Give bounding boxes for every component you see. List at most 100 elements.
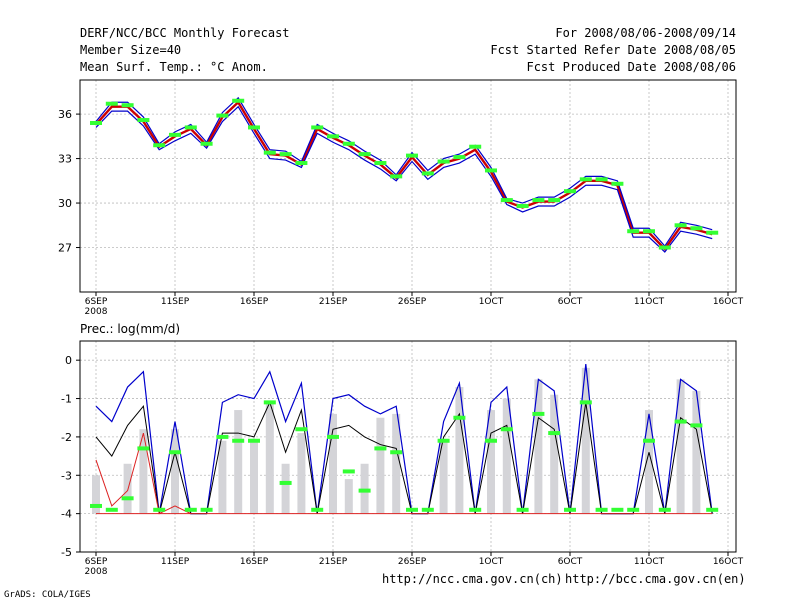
temp-xtick-label: 6OCT <box>558 297 583 307</box>
temp-obs-marker <box>611 181 624 186</box>
temp-obs-marker <box>532 198 545 203</box>
prec-obs-marker <box>421 507 434 512</box>
prec-bar <box>676 379 685 514</box>
temp-ytick-label: 36 <box>58 108 72 121</box>
temp-obs-marker <box>311 125 324 130</box>
prec-obs-marker <box>690 423 703 428</box>
temp-obs-marker <box>105 101 118 106</box>
prec-bar <box>692 390 701 514</box>
temp-obs-marker <box>627 229 640 234</box>
prec-bar <box>265 402 274 514</box>
prec-obs-marker <box>469 507 482 512</box>
prec-obs-marker <box>548 431 561 436</box>
temp-obs-marker <box>169 132 181 137</box>
prec-obs-marker <box>184 507 197 512</box>
prec-bar <box>139 429 148 514</box>
temp-xtick-label: 6SEP <box>85 297 108 307</box>
prec-ytick-label: -3 <box>61 469 72 482</box>
temp-series-line <box>95 101 713 250</box>
prec-xtick-label: 6SEP <box>85 557 108 567</box>
prec-xtick-label: 11SEP <box>161 557 190 567</box>
temp-obs-marker <box>706 230 719 235</box>
prec-obs-marker <box>279 480 292 485</box>
temp-obs-marker <box>342 141 355 146</box>
prec-obs-marker <box>137 446 150 451</box>
prec-obs-marker <box>342 469 355 474</box>
prec-xtick-year: 2008 <box>85 567 108 577</box>
temp-obs-marker <box>674 223 687 228</box>
prec-obs-marker <box>595 507 608 512</box>
prec-xtick-label: 21SEP <box>319 557 348 567</box>
prec-series-line <box>95 432 192 515</box>
temp-frame <box>79 79 737 293</box>
temp-xtick-year: 2008 <box>85 307 108 317</box>
prec-bar <box>123 463 132 514</box>
prec-obs-marker <box>674 419 687 424</box>
prec-bar <box>281 463 290 514</box>
prec-obs-marker <box>169 450 181 455</box>
temp-obs-marker <box>232 98 245 103</box>
temp-series-line <box>95 105 713 253</box>
prec-obs-marker <box>232 438 245 443</box>
prec-ytick-label: -5 <box>61 546 72 559</box>
prec-obs-marker <box>263 400 276 405</box>
prec-ytick-label: -4 <box>61 508 72 521</box>
temp-obs-marker <box>200 141 213 146</box>
temp-obs-marker <box>421 171 434 176</box>
prec-obs-marker <box>643 438 655 443</box>
prec-ytick-label: 0 <box>65 354 72 367</box>
temp-ytick-label: 27 <box>58 242 72 255</box>
url-ch[interactable]: http://ncc.cma.gov.cn(ch) <box>382 572 563 586</box>
prec-bar <box>645 410 653 514</box>
temp-obs-marker <box>374 161 387 166</box>
temp-obs-marker <box>216 113 229 118</box>
prec-bar <box>92 475 100 514</box>
prec-xtick-label: 16OCT <box>713 557 744 567</box>
temp-xtick-label: 1OCT <box>479 297 504 307</box>
temp-obs-marker <box>90 120 102 125</box>
temp-obs-marker <box>658 245 671 250</box>
prec-obs-marker <box>105 507 118 512</box>
prec-obs-marker <box>200 507 213 512</box>
temp-obs-marker <box>453 155 466 160</box>
prec-obs-marker <box>658 507 671 512</box>
prec-obs-marker <box>406 507 418 512</box>
temp-obs-marker <box>406 153 418 158</box>
temp-obs-marker <box>548 198 561 203</box>
url-en[interactable]: http://bcc.cma.gov.cn(en) <box>565 572 746 586</box>
prec-obs-marker <box>611 507 624 512</box>
temp-obs-marker <box>564 189 576 194</box>
prec-bar <box>171 429 179 514</box>
temp-xtick-label: 26SEP <box>398 297 427 307</box>
prec-obs-marker <box>579 400 592 405</box>
prec-bar <box>439 440 448 514</box>
prec-frame <box>79 340 737 553</box>
temp-xtick-label: 11SEP <box>161 297 190 307</box>
prec-obs-marker <box>564 507 576 512</box>
prec-xtick-label: 6OCT <box>558 557 583 567</box>
temp-obs-marker <box>358 152 371 157</box>
chart-title: DERF/NCC/BCC Monthly Forecast <box>80 26 290 40</box>
prec-title: Prec.: log(mm/d) <box>80 322 180 336</box>
prec-bar <box>392 413 401 514</box>
prec-obs-marker <box>390 450 403 455</box>
prec-obs-marker <box>90 503 102 508</box>
temp-obs-marker <box>500 198 513 203</box>
temp-obs-marker <box>184 125 197 130</box>
prec-bar <box>234 410 243 514</box>
prec-obs-marker <box>311 507 324 512</box>
prec-obs-marker <box>295 427 308 432</box>
prec-obs-marker <box>327 434 339 439</box>
prec-obs-marker <box>121 496 134 501</box>
temp-obs-marker <box>327 134 339 139</box>
temp-obs-marker <box>248 125 260 130</box>
temp-obs-marker <box>485 168 497 173</box>
temp-obs-marker <box>279 152 292 157</box>
prec-bar <box>550 394 559 514</box>
prec-ytick-label: -1 <box>61 393 72 406</box>
prec-bar <box>455 387 464 514</box>
prec-xtick-label: 11OCT <box>634 557 665 567</box>
temp-xtick-label: 16SEP <box>240 297 269 307</box>
temp-obs-marker <box>690 226 703 231</box>
